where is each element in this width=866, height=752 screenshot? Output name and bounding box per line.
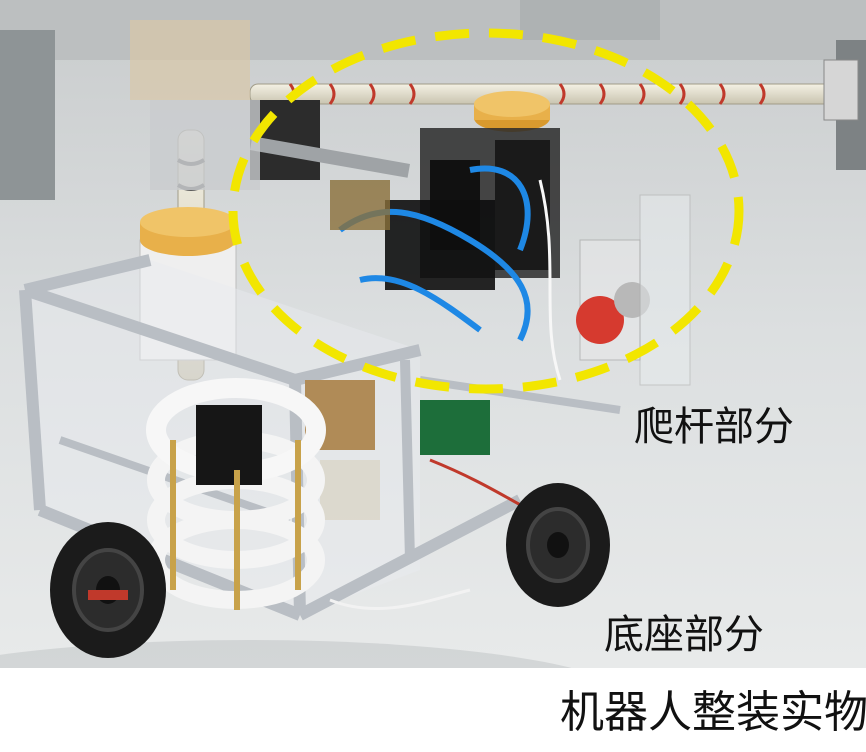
figure-caption: 机器人整装实物: [560, 687, 866, 738]
climbing-part-label: 爬杆部分: [634, 404, 794, 450]
top-spool: [474, 91, 550, 132]
highlight-circle: [228, 28, 744, 394]
wall-background: [0, 0, 866, 60]
climbing-mechanism: [249, 100, 691, 386]
base-part-label: 底座部分: [604, 612, 764, 658]
gripper-rings: [146, 378, 326, 610]
robot-photo: [0, 0, 866, 668]
background-table: [520, 0, 660, 40]
wheel-front-right: [506, 483, 610, 607]
wheel-front-left: [50, 522, 166, 658]
background-cabinet: [0, 30, 55, 200]
